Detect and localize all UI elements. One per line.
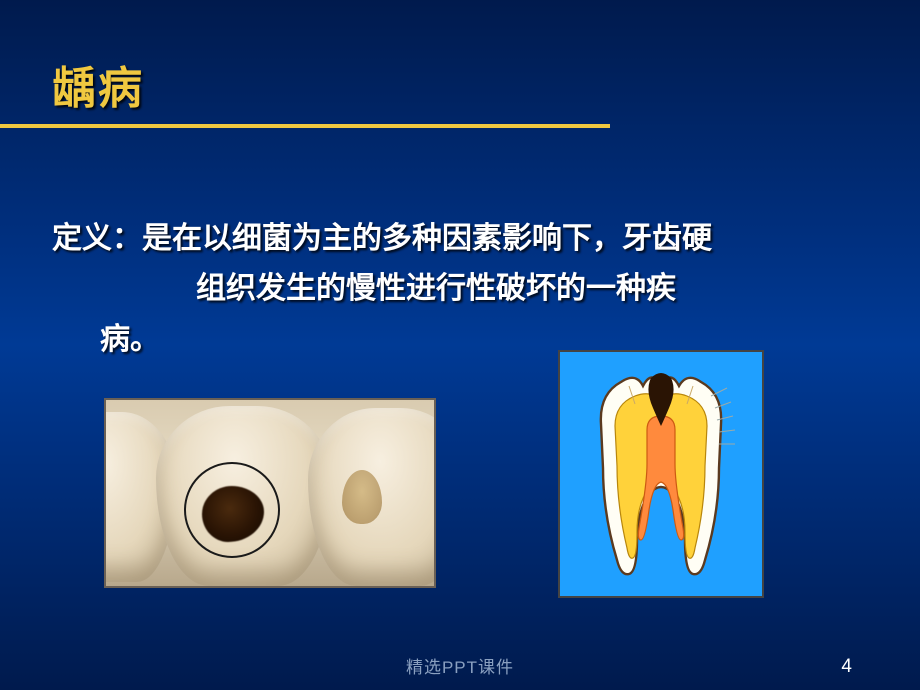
photo-inner <box>106 400 434 586</box>
title-underline <box>0 124 610 128</box>
definition-text: 定义：是在以细菌为主的多种因素影响下，牙齿硬 组织发生的慢性进行性破坏的一种疾 … <box>52 214 860 365</box>
slide-title: 龋病 <box>52 52 144 116</box>
footer-label: 精选PPT课件 <box>406 653 514 678</box>
footer-text: 精选PPT课件 <box>0 653 920 678</box>
title-block: 龋病 <box>52 52 144 116</box>
clinical-photo <box>104 398 436 588</box>
lesion-circle-mark <box>184 462 280 558</box>
tooth-cross-section-icon <box>581 364 741 584</box>
definition-label: 定义： <box>52 222 142 255</box>
definition-part1: 是在以细菌为主的多种因素影响下，牙齿硬 <box>142 222 712 255</box>
definition-line-2: 组织发生的慢性进行性破坏的一种疾 <box>52 264 860 314</box>
definition-line-1: 定义：是在以细菌为主的多种因素影响下，牙齿硬 <box>52 214 860 264</box>
tooth-diagram <box>558 350 764 598</box>
page-number: 4 <box>841 656 852 678</box>
